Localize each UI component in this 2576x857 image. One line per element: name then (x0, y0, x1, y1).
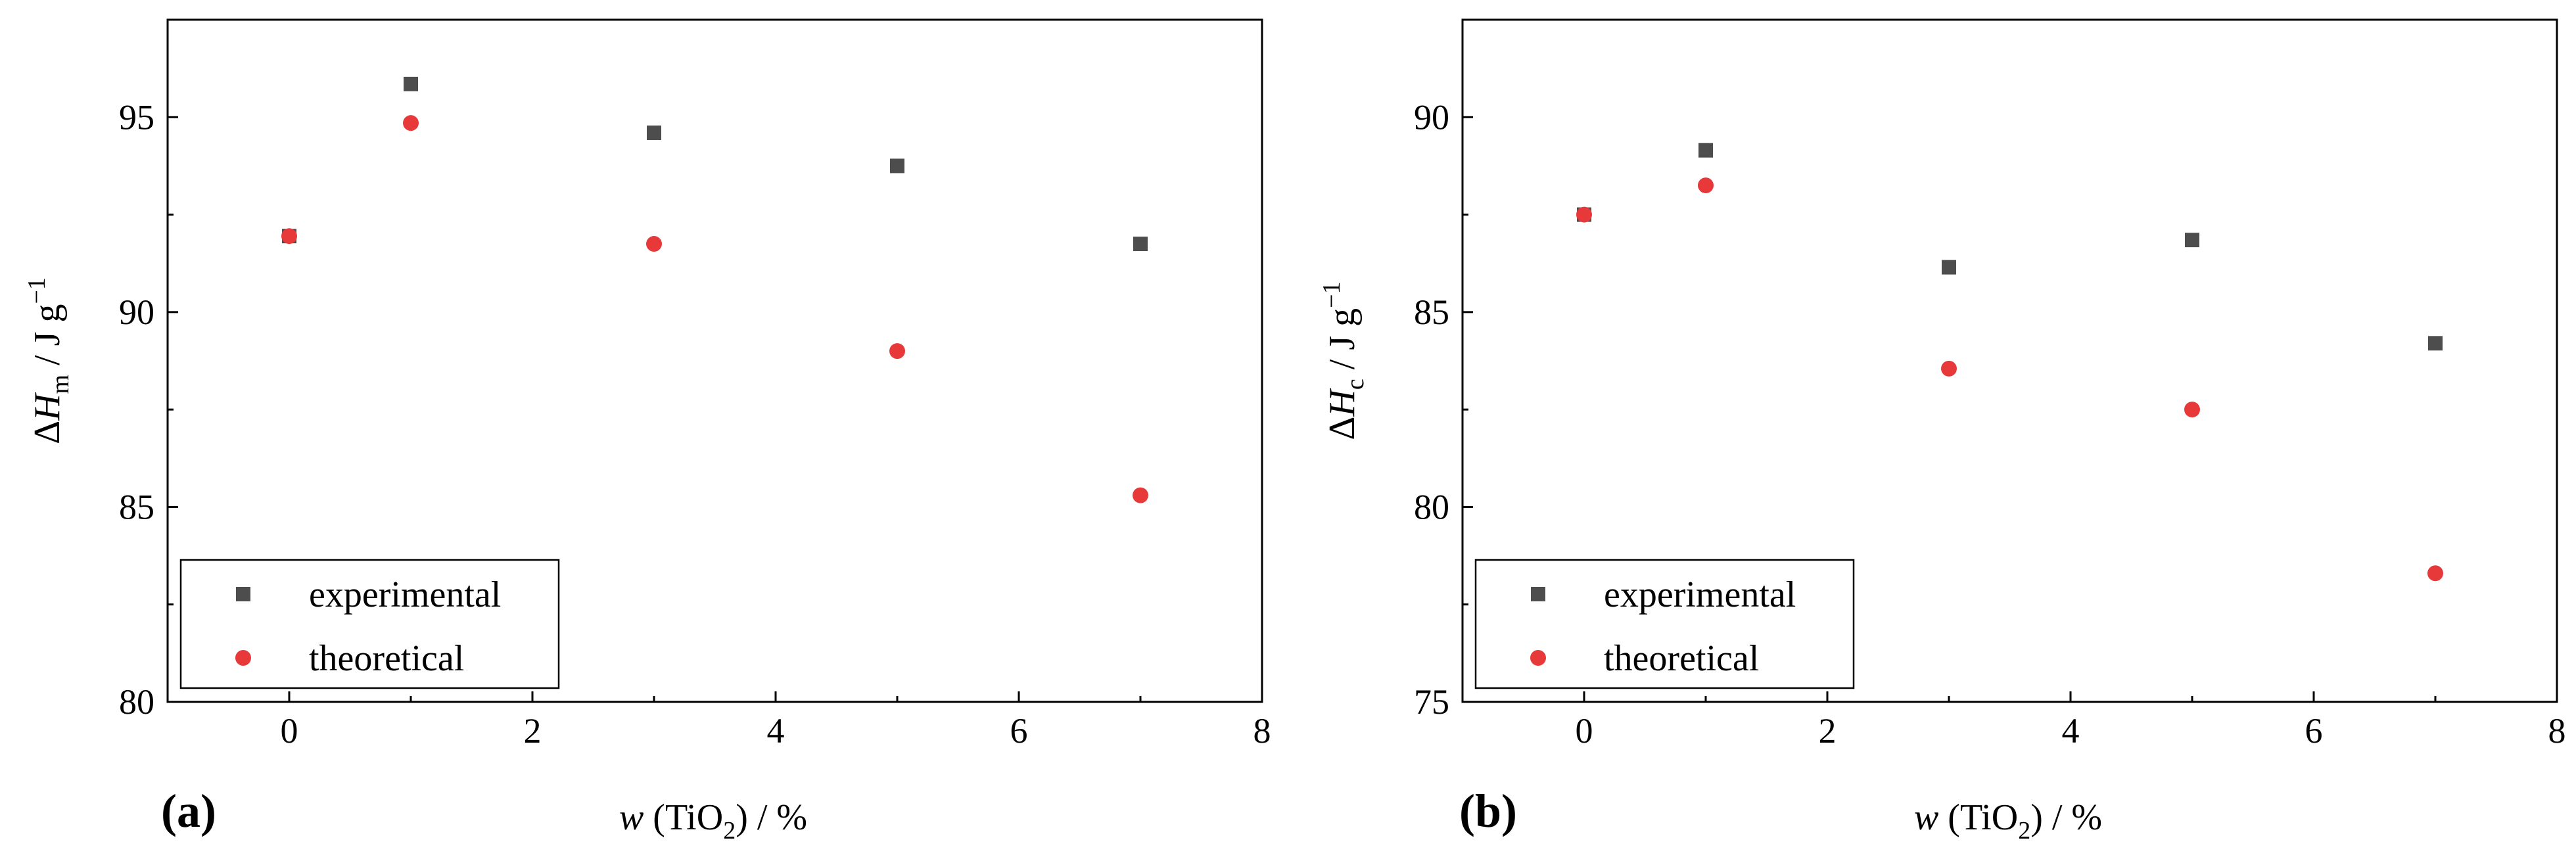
legend-marker-theoretical (1530, 650, 1546, 666)
legend: experimental theoretical (179, 559, 560, 689)
data-point-experimental (1698, 143, 1713, 158)
x-tick-label: 2 (524, 711, 542, 751)
data-point-theoretical (1941, 360, 1957, 377)
legend-box (179, 559, 560, 689)
x-tick-label: 8 (2548, 711, 2566, 751)
y-tick-label: 90 (1414, 97, 1449, 137)
x-axis-title: w (TiO2) / % (1914, 797, 2102, 845)
x-axis-title: w (TiO2) / % (619, 797, 807, 845)
legend-marker-experimental (1531, 587, 1545, 601)
data-point-experimental (890, 158, 904, 174)
y-tick-label: 75 (1414, 682, 1449, 722)
data-point-experimental (1133, 237, 1148, 252)
data-point-theoretical (646, 236, 662, 252)
legend-box (1474, 559, 1855, 689)
data-point-theoretical (2184, 402, 2200, 418)
x-tick-label: 0 (281, 711, 298, 751)
data-point-theoretical (889, 343, 905, 359)
legend-marker-theoretical (235, 650, 251, 666)
data-point-theoretical (2427, 565, 2443, 582)
data-point-experimental (2428, 336, 2443, 351)
y-tick-label: 95 (119, 97, 154, 137)
x-tick-label: 4 (2062, 711, 2080, 751)
y-tick-label: 80 (1414, 487, 1449, 526)
data-point-theoretical (403, 115, 419, 131)
x-tick-label: 4 (767, 711, 785, 751)
legend: experimental theoretical (1474, 559, 1855, 689)
x-tick-label: 2 (1819, 711, 1837, 751)
data-point-experimental (404, 76, 418, 91)
data-point-theoretical (1698, 177, 1714, 194)
y-tick-label: 85 (119, 487, 154, 526)
legend-label-experimental: experimental (1604, 574, 1796, 615)
x-tick-label: 8 (1253, 711, 1271, 751)
panel-label: (a) (161, 785, 216, 837)
legend-marker-experimental (236, 587, 250, 601)
panel-a: 0 2 4 6 8 80 85 90 95 experimental theoretical (a) w… (23, 18, 1271, 845)
data-point-experimental (647, 126, 661, 141)
panel-label: (b) (1459, 785, 1517, 837)
y-tick-label: 85 (1414, 292, 1449, 332)
y-axis-title: ΔHm / J g−1 (23, 277, 74, 444)
y-axis-title: ΔHc / J g−1 (1318, 281, 1369, 440)
panel-b: 0 2 4 6 8 75 80 85 90 experimental theoretical (b) w… (1318, 18, 2566, 845)
data-point-theoretical (281, 228, 297, 244)
legend-label-theoretical: theoretical (309, 638, 464, 679)
y-tick-label: 80 (119, 682, 154, 722)
data-point-experimental (1942, 260, 1956, 275)
x-tick-label: 6 (2305, 711, 2323, 751)
legend-label-experimental: experimental (309, 574, 501, 615)
plot-frame (166, 18, 1263, 703)
legend-label-theoretical: theoretical (1604, 638, 1759, 679)
x-tick-label: 6 (1010, 711, 1028, 751)
data-point-theoretical (1576, 206, 1592, 223)
data-point-experimental (2185, 233, 2199, 248)
y-tick-label: 90 (119, 292, 154, 332)
data-point-theoretical (1133, 487, 1148, 503)
x-tick-label: 0 (1576, 711, 1593, 751)
plot-frame (1461, 18, 2558, 703)
